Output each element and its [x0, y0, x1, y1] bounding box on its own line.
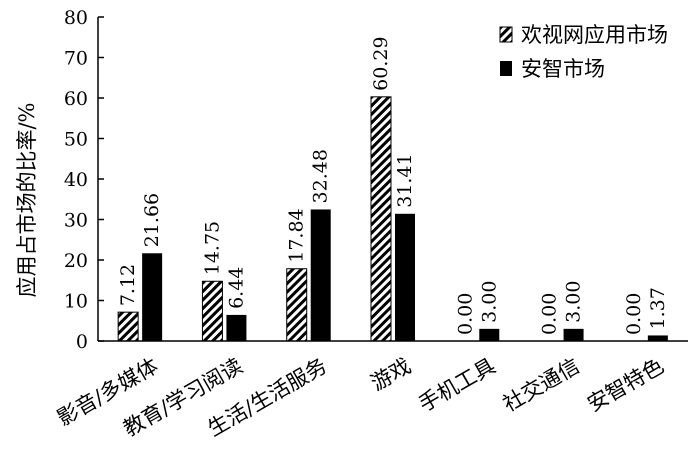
data-label: 60.29	[370, 36, 392, 90]
data-label: 0.00	[539, 293, 561, 335]
y-tick-label: 20	[64, 250, 88, 272]
data-label: 17.84	[286, 208, 308, 262]
data-label: 31.41	[394, 153, 416, 207]
data-label: 1.37	[647, 287, 669, 329]
bar-series-2	[226, 315, 246, 341]
bar-series-group	[118, 97, 668, 341]
bar-series-2	[648, 335, 668, 341]
bar-series-2	[311, 209, 331, 341]
y-axis-title: 应用占市场的比率/%	[15, 102, 39, 297]
category-label: 手机工具	[415, 354, 500, 417]
y-tick-label: 10	[64, 291, 88, 313]
category-label: 社交通信	[499, 354, 584, 417]
y-tick-label: 80	[64, 7, 88, 29]
data-label: 21.66	[141, 193, 163, 247]
data-label: 3.00	[478, 281, 500, 323]
data-label: 3.00	[563, 281, 585, 323]
legend: 欢视网应用市场 安智市场	[500, 23, 668, 81]
y-tick-label: 0	[76, 331, 88, 353]
bar-series-2	[564, 329, 584, 341]
y-tick-label: 50	[64, 129, 88, 151]
category-label: 游戏	[367, 354, 415, 396]
bar-series-1	[202, 281, 222, 341]
y-tick-label: 30	[64, 210, 88, 232]
bar-series-2	[479, 329, 499, 341]
bar-series-1	[287, 269, 307, 341]
bar-series-1	[118, 312, 138, 341]
data-label: 0.00	[454, 293, 476, 335]
bar-series-2	[142, 253, 162, 341]
legend-label-series-2: 安智市场	[521, 57, 605, 81]
data-labels-group: 7.1221.66 14.756.44 17.8432.48 60.29 31.41 0.…	[117, 36, 669, 335]
data-label: 0.00	[623, 293, 645, 335]
y-tick-label: 40	[64, 169, 88, 191]
legend-swatch-hatched	[500, 27, 512, 42]
category-labels-group: 影音/多媒体教育/学习阅读生活/生活服务游戏手机工具社交通信安智特色	[53, 354, 668, 441]
bar-series-1	[371, 97, 391, 341]
data-label: 32.48	[310, 149, 332, 203]
y-tick-label: 60	[64, 88, 88, 110]
legend-label-series-1: 欢视网应用市场	[521, 23, 668, 47]
legend-swatch-solid	[500, 61, 512, 76]
data-label: 14.75	[201, 221, 223, 275]
category-label: 安智特色	[583, 354, 668, 417]
y-tick-label: 70	[64, 48, 88, 70]
bar-series-2	[395, 214, 415, 341]
data-label: 7.12	[117, 264, 139, 306]
data-label: 6.44	[225, 267, 247, 309]
